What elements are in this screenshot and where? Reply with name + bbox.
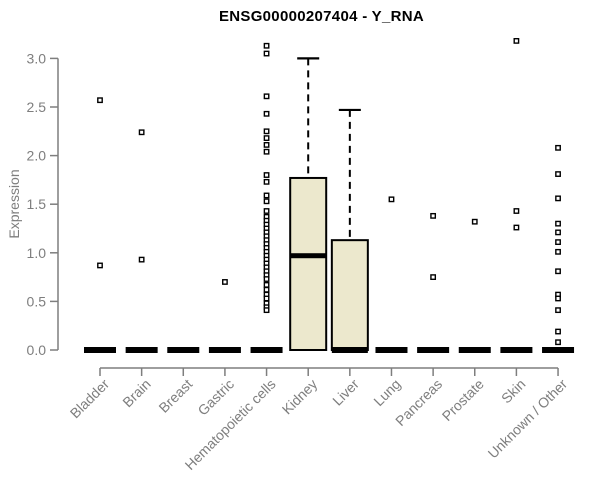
y-tick-label: 0.5: [27, 293, 47, 309]
outlier-point: [138, 256, 145, 263]
category-label-brain: Brain: [119, 376, 153, 410]
outlier-point: [263, 128, 270, 135]
zero-bar-gastric: [208, 347, 241, 353]
y-tick-label: 1.0: [27, 245, 47, 261]
category-label-breast: Breast: [155, 376, 195, 416]
zero-bar-breast: [167, 347, 200, 353]
y-tick-label: 3.0: [27, 50, 47, 66]
outlier-point: [263, 286, 270, 293]
zero-bar-brain: [125, 347, 158, 353]
outlier-point: [263, 172, 270, 178]
y-tick-label: 1.5: [27, 196, 47, 212]
outlier-point: [388, 196, 395, 203]
outlier-point: [555, 239, 561, 246]
outlier-point: [263, 93, 270, 100]
category-label-prostate: Prostate: [439, 376, 487, 424]
category-label-unknown-other: Unknown / Other: [485, 376, 571, 462]
outlier-point: [555, 339, 561, 346]
category-label-kidney: Kidney: [279, 376, 321, 418]
outlier-point: [263, 148, 270, 155]
y-axis-label: Expression: [6, 169, 22, 239]
outlier-point: [430, 274, 437, 280]
outlier-point: [263, 110, 270, 117]
outlier-point: [97, 97, 103, 104]
outlier-point: [555, 307, 561, 314]
zero-bar-bladder: [84, 347, 116, 353]
median-line: [331, 347, 368, 353]
outlier-point: [430, 212, 437, 219]
outlier-point: [555, 268, 561, 275]
category-label-lung: Lung: [370, 376, 403, 409]
zero-bar-prostate: [458, 347, 491, 353]
outlier-point: [513, 38, 520, 44]
zero-bar-hematopoietic-cells: [250, 347, 283, 353]
outlier-point: [263, 295, 270, 302]
y-tick-label: 2.5: [27, 99, 47, 115]
category-label-skin: Skin: [498, 376, 529, 407]
box-liver: [330, 239, 369, 351]
outlier-point: [263, 192, 270, 199]
y-tick-label: 2.0: [27, 148, 47, 164]
zero-bar-skin: [500, 347, 533, 353]
outlier-point: [263, 42, 270, 49]
chart-title: ENSG00000207404 - Y_RNA: [218, 8, 425, 25]
outlier-point: [555, 171, 561, 177]
outlier-point: [555, 248, 561, 255]
outlier-point: [555, 229, 561, 236]
box-kidney: [289, 176, 328, 351]
category-label-liver: Liver: [329, 376, 362, 409]
outlier-point: [263, 208, 270, 214]
outlier-point: [263, 281, 270, 288]
zero-bar-unknown-other: [542, 347, 575, 353]
outlier-point: [263, 178, 270, 185]
outlier-point: [513, 224, 520, 231]
y-tick-label: 0.0: [27, 342, 47, 358]
outlier-point: [263, 50, 270, 57]
outlier-point: [555, 328, 561, 335]
outlier-point: [555, 220, 561, 227]
outlier-point: [471, 218, 478, 225]
zero-bar-pancreas: [417, 347, 450, 353]
outlier-point: [513, 208, 520, 214]
outlier-point: [555, 195, 561, 202]
outlier-point: [222, 279, 228, 285]
outlier-point: [555, 295, 561, 302]
zero-bar-lung: [375, 347, 408, 353]
outlier-point: [97, 262, 103, 269]
outlier-point: [263, 276, 270, 282]
outlier-point: [263, 135, 270, 142]
outlier-point: [138, 129, 145, 136]
outlier-point: [555, 144, 561, 151]
category-label-bladder: Bladder: [67, 376, 113, 422]
outlier-point: [263, 307, 270, 314]
median-line: [290, 253, 327, 259]
outlier-point: [263, 142, 270, 148]
outlier-point: [263, 198, 270, 205]
